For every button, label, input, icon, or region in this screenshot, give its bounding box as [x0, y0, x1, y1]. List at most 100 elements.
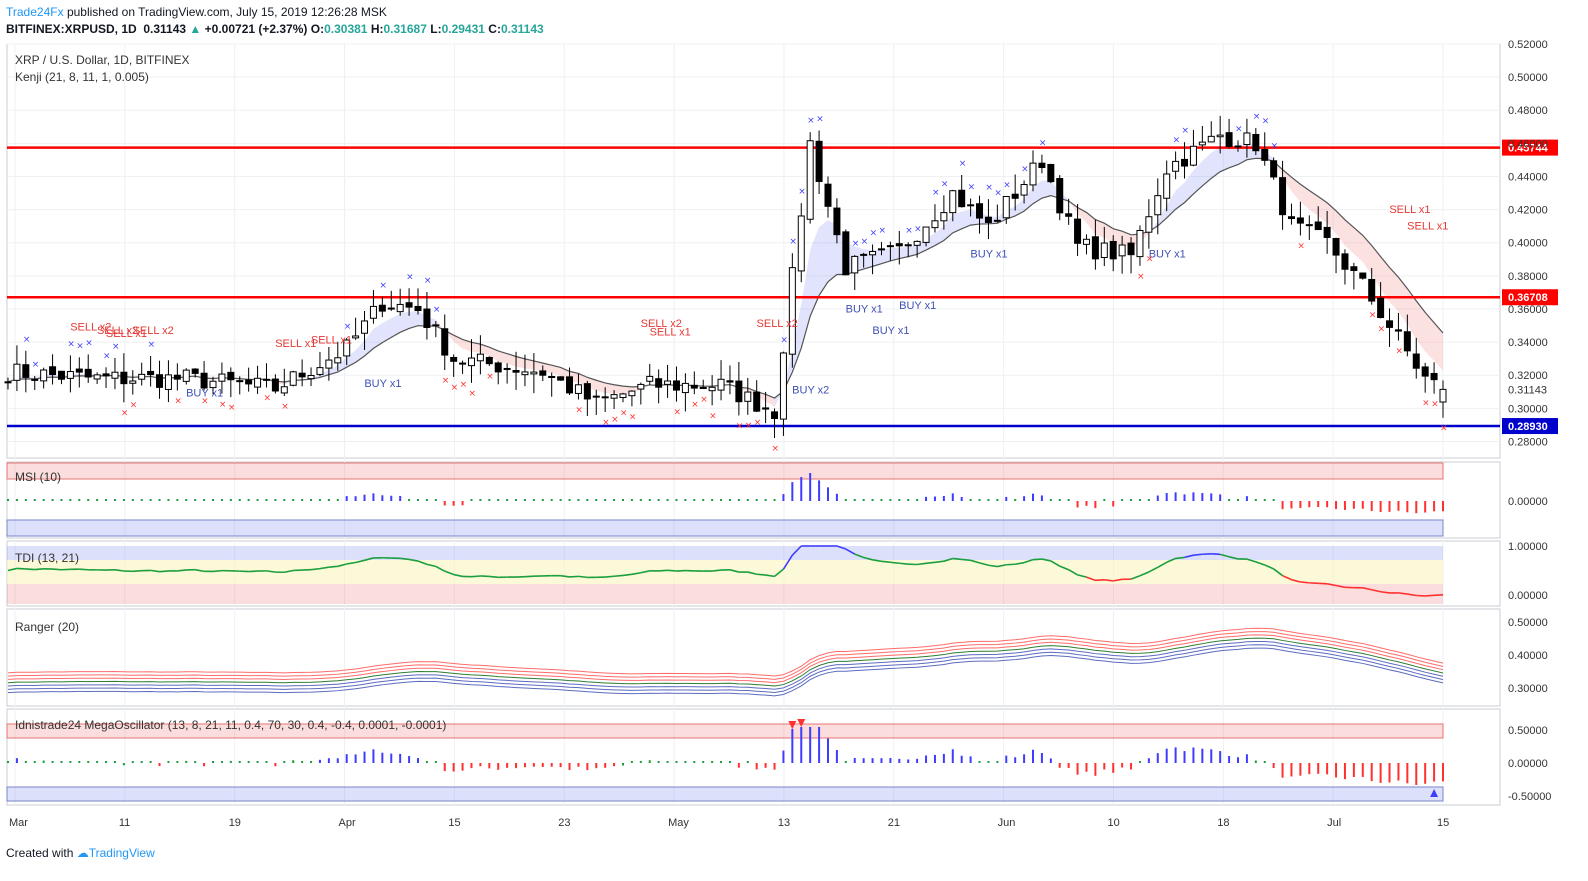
candle — [129, 380, 137, 384]
tdi-segment — [934, 560, 944, 564]
level-price-tag — [1502, 418, 1558, 435]
candle — [369, 305, 377, 319]
megaoscillator-pane-title: Idnistrade24 MegaOscillator (13, 8, 21, … — [15, 718, 447, 732]
mega-bar — [238, 761, 241, 763]
candle — [1127, 242, 1135, 256]
msi-bar — [720, 499, 723, 501]
ranger-line — [7, 627, 1444, 677]
tdi-segment — [1282, 574, 1292, 581]
tradingview-logo-icon[interactable]: ☁ — [76, 846, 89, 860]
publisher-link[interactable]: Trade24Fx — [6, 5, 64, 19]
kenji-band-segment — [1033, 180, 1042, 204]
mega-bar — [693, 761, 696, 763]
kenji-band-segment — [1202, 152, 1212, 186]
msi-bar — [1308, 501, 1311, 508]
signal-marker: × — [32, 360, 40, 370]
signal-marker: × — [994, 188, 1002, 198]
candle — [1386, 320, 1394, 328]
candle — [1243, 132, 1251, 145]
main-pane-title: XRP / U.S. Dollar, 1D, BITFINEX — [15, 53, 190, 67]
price-tick-label: 0.28000 — [1508, 436, 1548, 448]
pane-tick-label: 0.50000 — [1508, 725, 1548, 737]
tdi-segment — [266, 570, 276, 573]
mega-bar — [675, 761, 678, 763]
kenji-band-segment — [1380, 256, 1390, 302]
msi-bar — [265, 499, 268, 501]
msi-bar — [149, 499, 152, 501]
mega-bar — [194, 761, 197, 763]
mega-buy-arrow — [1430, 789, 1439, 797]
msi-bar — [532, 499, 535, 501]
candle — [325, 359, 333, 369]
signal-marker: × — [379, 281, 387, 291]
signal-marker: × — [451, 383, 459, 393]
candle — [1136, 229, 1144, 258]
signal-marker: × — [1253, 112, 1261, 122]
msi-bar — [746, 499, 749, 501]
msi-bar — [194, 499, 197, 501]
msi-bar — [1352, 501, 1355, 509]
candle — [1225, 132, 1233, 147]
signal-marker: × — [23, 335, 31, 345]
mega-bar — [1335, 763, 1338, 778]
msi-bar — [613, 499, 616, 501]
candle — [200, 372, 208, 389]
mega-bar — [381, 752, 384, 763]
candle — [289, 371, 297, 386]
candle — [913, 240, 921, 246]
mega-bar — [149, 761, 152, 763]
mega-bar — [568, 763, 571, 771]
tdi-segment — [417, 560, 428, 566]
candle — [530, 371, 538, 375]
msi-lower-zone — [6, 519, 1444, 537]
msi-bar — [1415, 501, 1418, 514]
msi-bar — [1032, 493, 1034, 501]
mega-bar — [310, 761, 313, 763]
candle — [1100, 242, 1108, 258]
mega-bar — [800, 727, 803, 763]
mega-bar — [33, 761, 36, 763]
price-tick-label: 0.40000 — [1508, 238, 1548, 250]
signal-marker: × — [433, 305, 441, 315]
tdi-segment — [979, 562, 989, 567]
candle — [735, 380, 743, 403]
tdi-segment — [1380, 590, 1390, 594]
mega-bar — [292, 760, 295, 763]
mega-bar — [996, 761, 999, 763]
kenji-band-segment — [1336, 210, 1345, 246]
mega-bar — [1201, 748, 1204, 763]
time-tick-label: May — [668, 817, 689, 829]
kenji-band-segment — [828, 220, 837, 282]
candle — [521, 371, 529, 376]
mega-bar — [461, 763, 464, 771]
signal-marker: × — [870, 228, 878, 238]
msi-bar — [1023, 496, 1026, 501]
mega-bar — [1103, 763, 1106, 770]
kenji-band-segment — [1327, 202, 1337, 234]
msi-bar — [203, 499, 206, 501]
candle — [637, 383, 645, 390]
tdi-segment — [328, 565, 338, 569]
mega-bar — [1424, 763, 1427, 784]
candle — [164, 374, 172, 390]
pane-tick-label: 0.50000 — [1508, 617, 1548, 629]
kenji-band-segment — [890, 247, 900, 261]
tradingview-link[interactable]: TradingView — [88, 846, 155, 860]
time-tick-label: 15 — [1437, 817, 1449, 829]
mega-bar — [69, 761, 72, 763]
mega-bar — [978, 761, 981, 763]
signal-marker: × — [602, 418, 610, 428]
pane-frame — [6, 708, 1501, 806]
msi-upper-zone — [6, 462, 1444, 480]
time-tick-label: 18 — [1217, 817, 1229, 829]
signal-marker: × — [914, 224, 922, 234]
candle — [940, 212, 948, 222]
tdi-segment — [952, 557, 962, 561]
kenji-band-segment — [507, 353, 517, 367]
mega-bar — [515, 763, 518, 769]
candle — [1332, 238, 1340, 256]
tdi-line — [7, 545, 1444, 597]
msi-bar — [559, 499, 562, 501]
signal-label: SELL x1 — [311, 335, 352, 347]
